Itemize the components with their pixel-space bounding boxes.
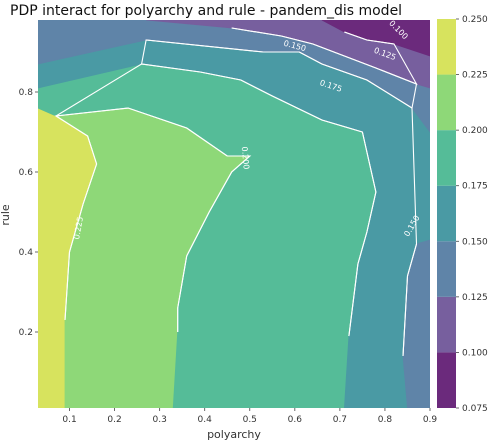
colorbar-segment xyxy=(437,352,456,408)
colorbar-tick-label: 0.225 xyxy=(462,71,488,81)
contour-line xyxy=(344,31,395,45)
x-tick-label: 0.3 xyxy=(152,415,166,425)
x-tick-label: 0.2 xyxy=(107,415,121,425)
x-tick-label: 0.4 xyxy=(198,415,213,425)
contour-line xyxy=(402,243,418,357)
colorbar-tick-label: 0.125 xyxy=(462,293,488,303)
x-tick-label: 0.5 xyxy=(243,415,257,425)
colorbar-segment xyxy=(437,296,456,353)
x-tick-label: 0.7 xyxy=(333,415,347,425)
chart-title: PDP interact for polyarchy and rule - pa… xyxy=(10,3,402,19)
colorbar-tick-label: 0.175 xyxy=(462,182,488,192)
colorbar-segment xyxy=(437,19,456,75)
contour-value-label: 0.225 xyxy=(72,216,85,240)
colorbar-segment xyxy=(437,130,456,186)
x-tick-label: 0.1 xyxy=(62,415,76,425)
colorbar-tick-label: 0.250 xyxy=(462,15,488,25)
contour-regions xyxy=(38,20,430,408)
colorbar-tick-label: 0.150 xyxy=(462,237,488,247)
y-axis-label: rule xyxy=(0,204,12,226)
colorbar-tick-label: 0.100 xyxy=(462,348,488,358)
y-axis: 0.2 0.4 0.6 0.8 xyxy=(19,88,38,338)
x-axis-label: polyarchy xyxy=(207,428,261,440)
colorbar-segment xyxy=(437,185,456,242)
x-axis: 0.1 0.2 0.3 0.4 0.5 0.6 0.7 0.8 0.9 xyxy=(62,408,437,425)
colorbar-segment xyxy=(437,74,456,131)
contour-lines xyxy=(54,27,418,357)
contour-value-label: 0.200 xyxy=(240,146,251,170)
x-tick-label: 0.6 xyxy=(288,415,303,425)
colorbar: 0.075 0.100 0.125 0.150 0.175 0.200 0.225 0.250 xyxy=(437,15,488,414)
colorbar-tick-label: 0.075 xyxy=(462,404,488,414)
colorbar-segment xyxy=(437,241,456,297)
y-tick-label: 0.8 xyxy=(19,88,34,98)
colorbar-tick-label: 0.200 xyxy=(462,126,488,136)
y-tick-label: 0.4 xyxy=(19,248,34,258)
plot-area xyxy=(38,20,430,408)
y-tick-label: 0.2 xyxy=(19,328,33,338)
x-tick-label: 0.9 xyxy=(423,415,438,425)
y-tick-label: 0.6 xyxy=(19,168,34,178)
x-tick-label: 0.8 xyxy=(378,415,393,425)
